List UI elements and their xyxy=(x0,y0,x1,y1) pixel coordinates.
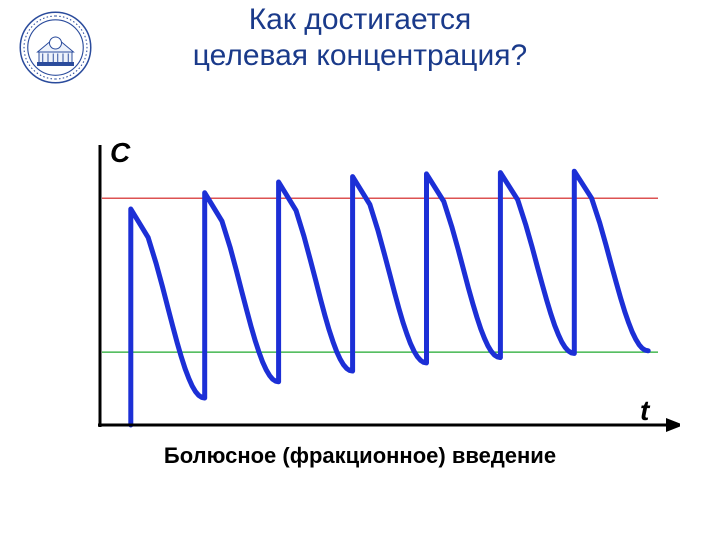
y-axis-label: C xyxy=(110,137,130,169)
chart-caption: Болюсное (фракционное) введение xyxy=(40,443,680,469)
slide-root: Как достигается целевая концентрация? C … xyxy=(0,0,720,540)
x-axis-label: t xyxy=(640,395,649,427)
pk-chart: C t Болюсное (фракционное) введение xyxy=(40,145,680,495)
slide-title: Как достигается целевая концентрация? xyxy=(0,2,720,74)
